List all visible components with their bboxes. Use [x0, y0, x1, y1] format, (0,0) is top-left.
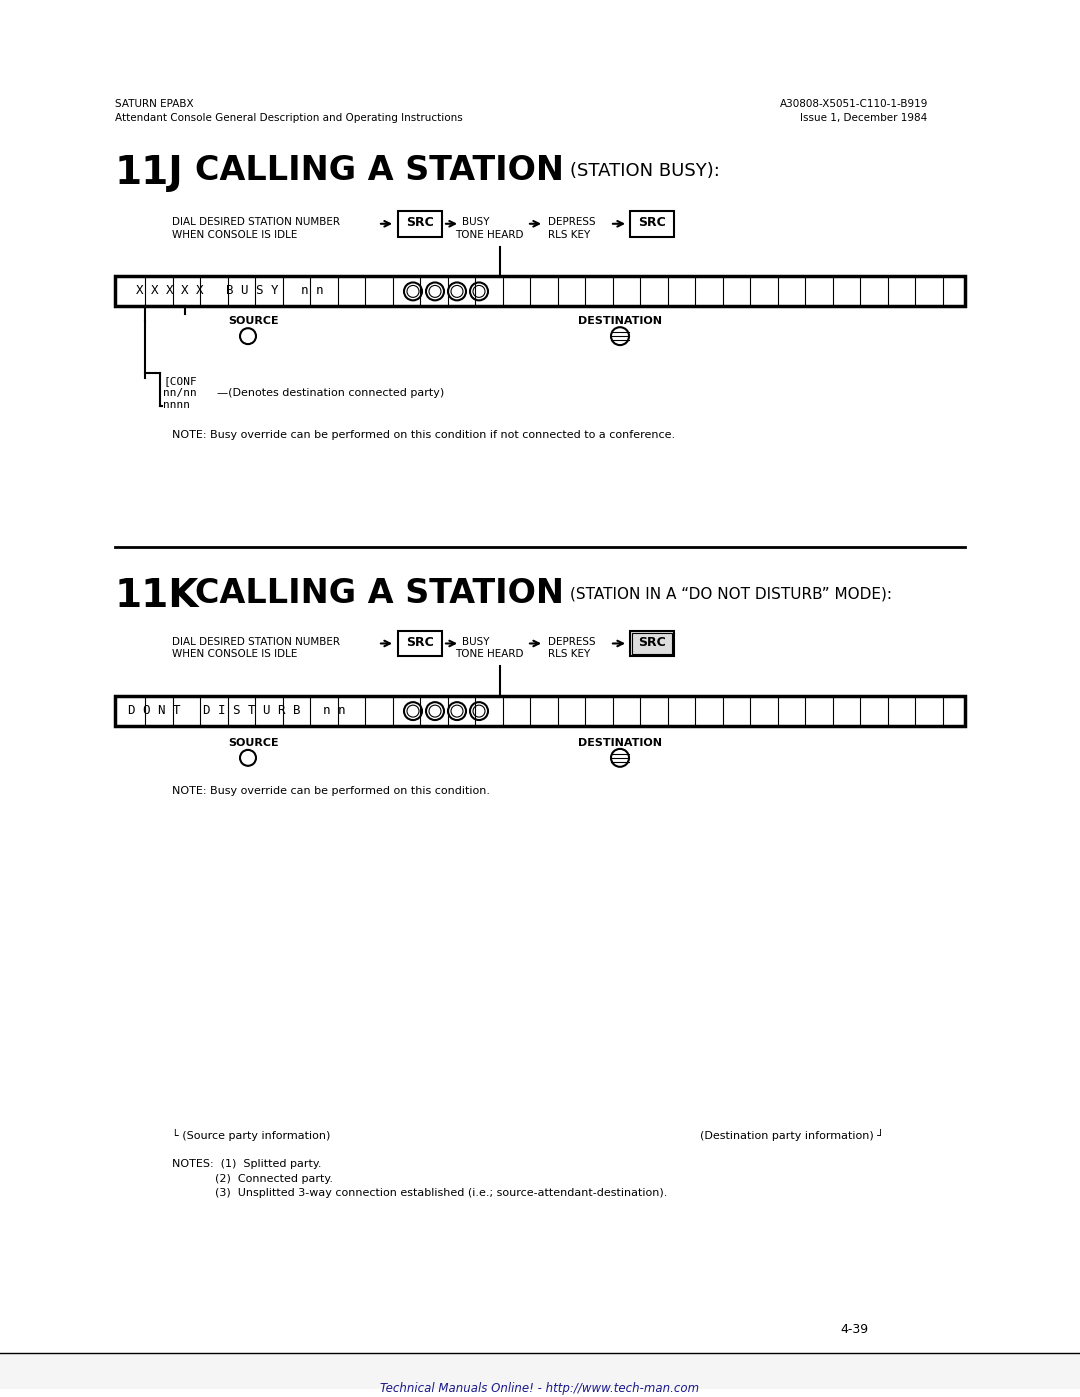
Bar — [0, 1352, 1080, 1390]
Bar — [0, 1352, 1080, 1390]
Bar — [0, 1352, 1080, 1390]
Text: (3)  Unsplitted 3-way connection established (i.e.; source-attendant-destination: (3) Unsplitted 3-way connection establis… — [215, 1189, 667, 1199]
Bar — [630, 211, 674, 236]
Text: 11J: 11J — [114, 154, 184, 193]
Text: SRC: SRC — [406, 215, 434, 229]
Text: X X X X X   B U S Y   n n: X X X X X B U S Y n n — [136, 285, 324, 298]
Bar — [114, 277, 966, 306]
Text: CALLING A STATION: CALLING A STATION — [195, 154, 564, 187]
Text: SRC: SRC — [638, 215, 666, 229]
Text: └ (Source party information): └ (Source party information) — [172, 1129, 330, 1141]
Text: DESTINATION: DESTINATION — [578, 738, 662, 747]
Text: RLS KEY: RLS KEY — [548, 229, 591, 240]
Text: DESTINATION: DESTINATION — [578, 316, 662, 327]
Text: SOURCE: SOURCE — [228, 316, 279, 327]
Text: NOTE: Busy override can be performed on this condition if not connected to a con: NOTE: Busy override can be performed on … — [172, 430, 675, 440]
Text: TONE HEARD: TONE HEARD — [455, 229, 524, 240]
Text: SRC: SRC — [638, 636, 666, 648]
Text: DIAL DESIRED STATION NUMBER: DIAL DESIRED STATION NUMBER — [172, 637, 340, 647]
Text: SOURCE: SOURCE — [228, 738, 279, 747]
Text: A30808-X5051-C110-1-B919: A30808-X5051-C110-1-B919 — [780, 99, 929, 109]
Text: NOTES:  (1)  Splitted party.: NOTES: (1) Splitted party. — [172, 1158, 322, 1169]
Text: —(Denotes destination connected party): —(Denotes destination connected party) — [217, 388, 444, 398]
Bar — [114, 696, 966, 726]
Bar — [399, 211, 442, 236]
Text: (STATION BUSY):: (STATION BUSY): — [570, 162, 720, 180]
Text: WHEN CONSOLE IS IDLE: WHEN CONSOLE IS IDLE — [172, 650, 297, 659]
Text: 11K: 11K — [114, 577, 200, 615]
Text: BUSY: BUSY — [462, 637, 489, 647]
Text: NOTE: Busy override can be performed on this condition.: NOTE: Busy override can be performed on … — [172, 785, 490, 796]
Text: SATURN EPABX: SATURN EPABX — [114, 99, 193, 109]
Text: D O N T   D I S T U R B   n n: D O N T D I S T U R B n n — [129, 704, 346, 717]
Text: DEPRESS: DEPRESS — [548, 217, 596, 226]
Text: Issue 1, December 1984: Issue 1, December 1984 — [800, 113, 928, 123]
Text: nnnn: nnnn — [163, 400, 190, 409]
Text: RLS KEY: RLS KEY — [548, 650, 591, 659]
Text: (2)  Connected party.: (2) Connected party. — [215, 1173, 333, 1183]
Text: SRC: SRC — [406, 636, 434, 648]
Text: DIAL DESIRED STATION NUMBER: DIAL DESIRED STATION NUMBER — [172, 217, 340, 226]
Text: 4-39: 4-39 — [840, 1323, 868, 1336]
Text: CALLING A STATION: CALLING A STATION — [195, 577, 564, 610]
Text: Technical Manuals Online! - http://www.tech-man.com: Technical Manuals Online! - http://www.t… — [380, 1383, 700, 1396]
Text: BUSY: BUSY — [462, 217, 489, 226]
Text: DEPRESS: DEPRESS — [548, 637, 596, 647]
Text: Attendant Console General Description and Operating Instructions: Attendant Console General Description an… — [114, 113, 462, 123]
Text: WHEN CONSOLE IS IDLE: WHEN CONSOLE IS IDLE — [172, 229, 297, 240]
Bar — [399, 630, 442, 657]
Text: [CONF: [CONF — [163, 376, 197, 386]
Text: (Destination party information) ┘: (Destination party information) ┘ — [700, 1129, 885, 1141]
Text: nn/nn: nn/nn — [163, 388, 197, 398]
Bar — [632, 633, 672, 654]
Text: TONE HEARD: TONE HEARD — [455, 650, 524, 659]
Text: (STATION IN A “DO NOT DISTURB” MODE):: (STATION IN A “DO NOT DISTURB” MODE): — [570, 587, 892, 602]
Bar — [630, 630, 674, 657]
